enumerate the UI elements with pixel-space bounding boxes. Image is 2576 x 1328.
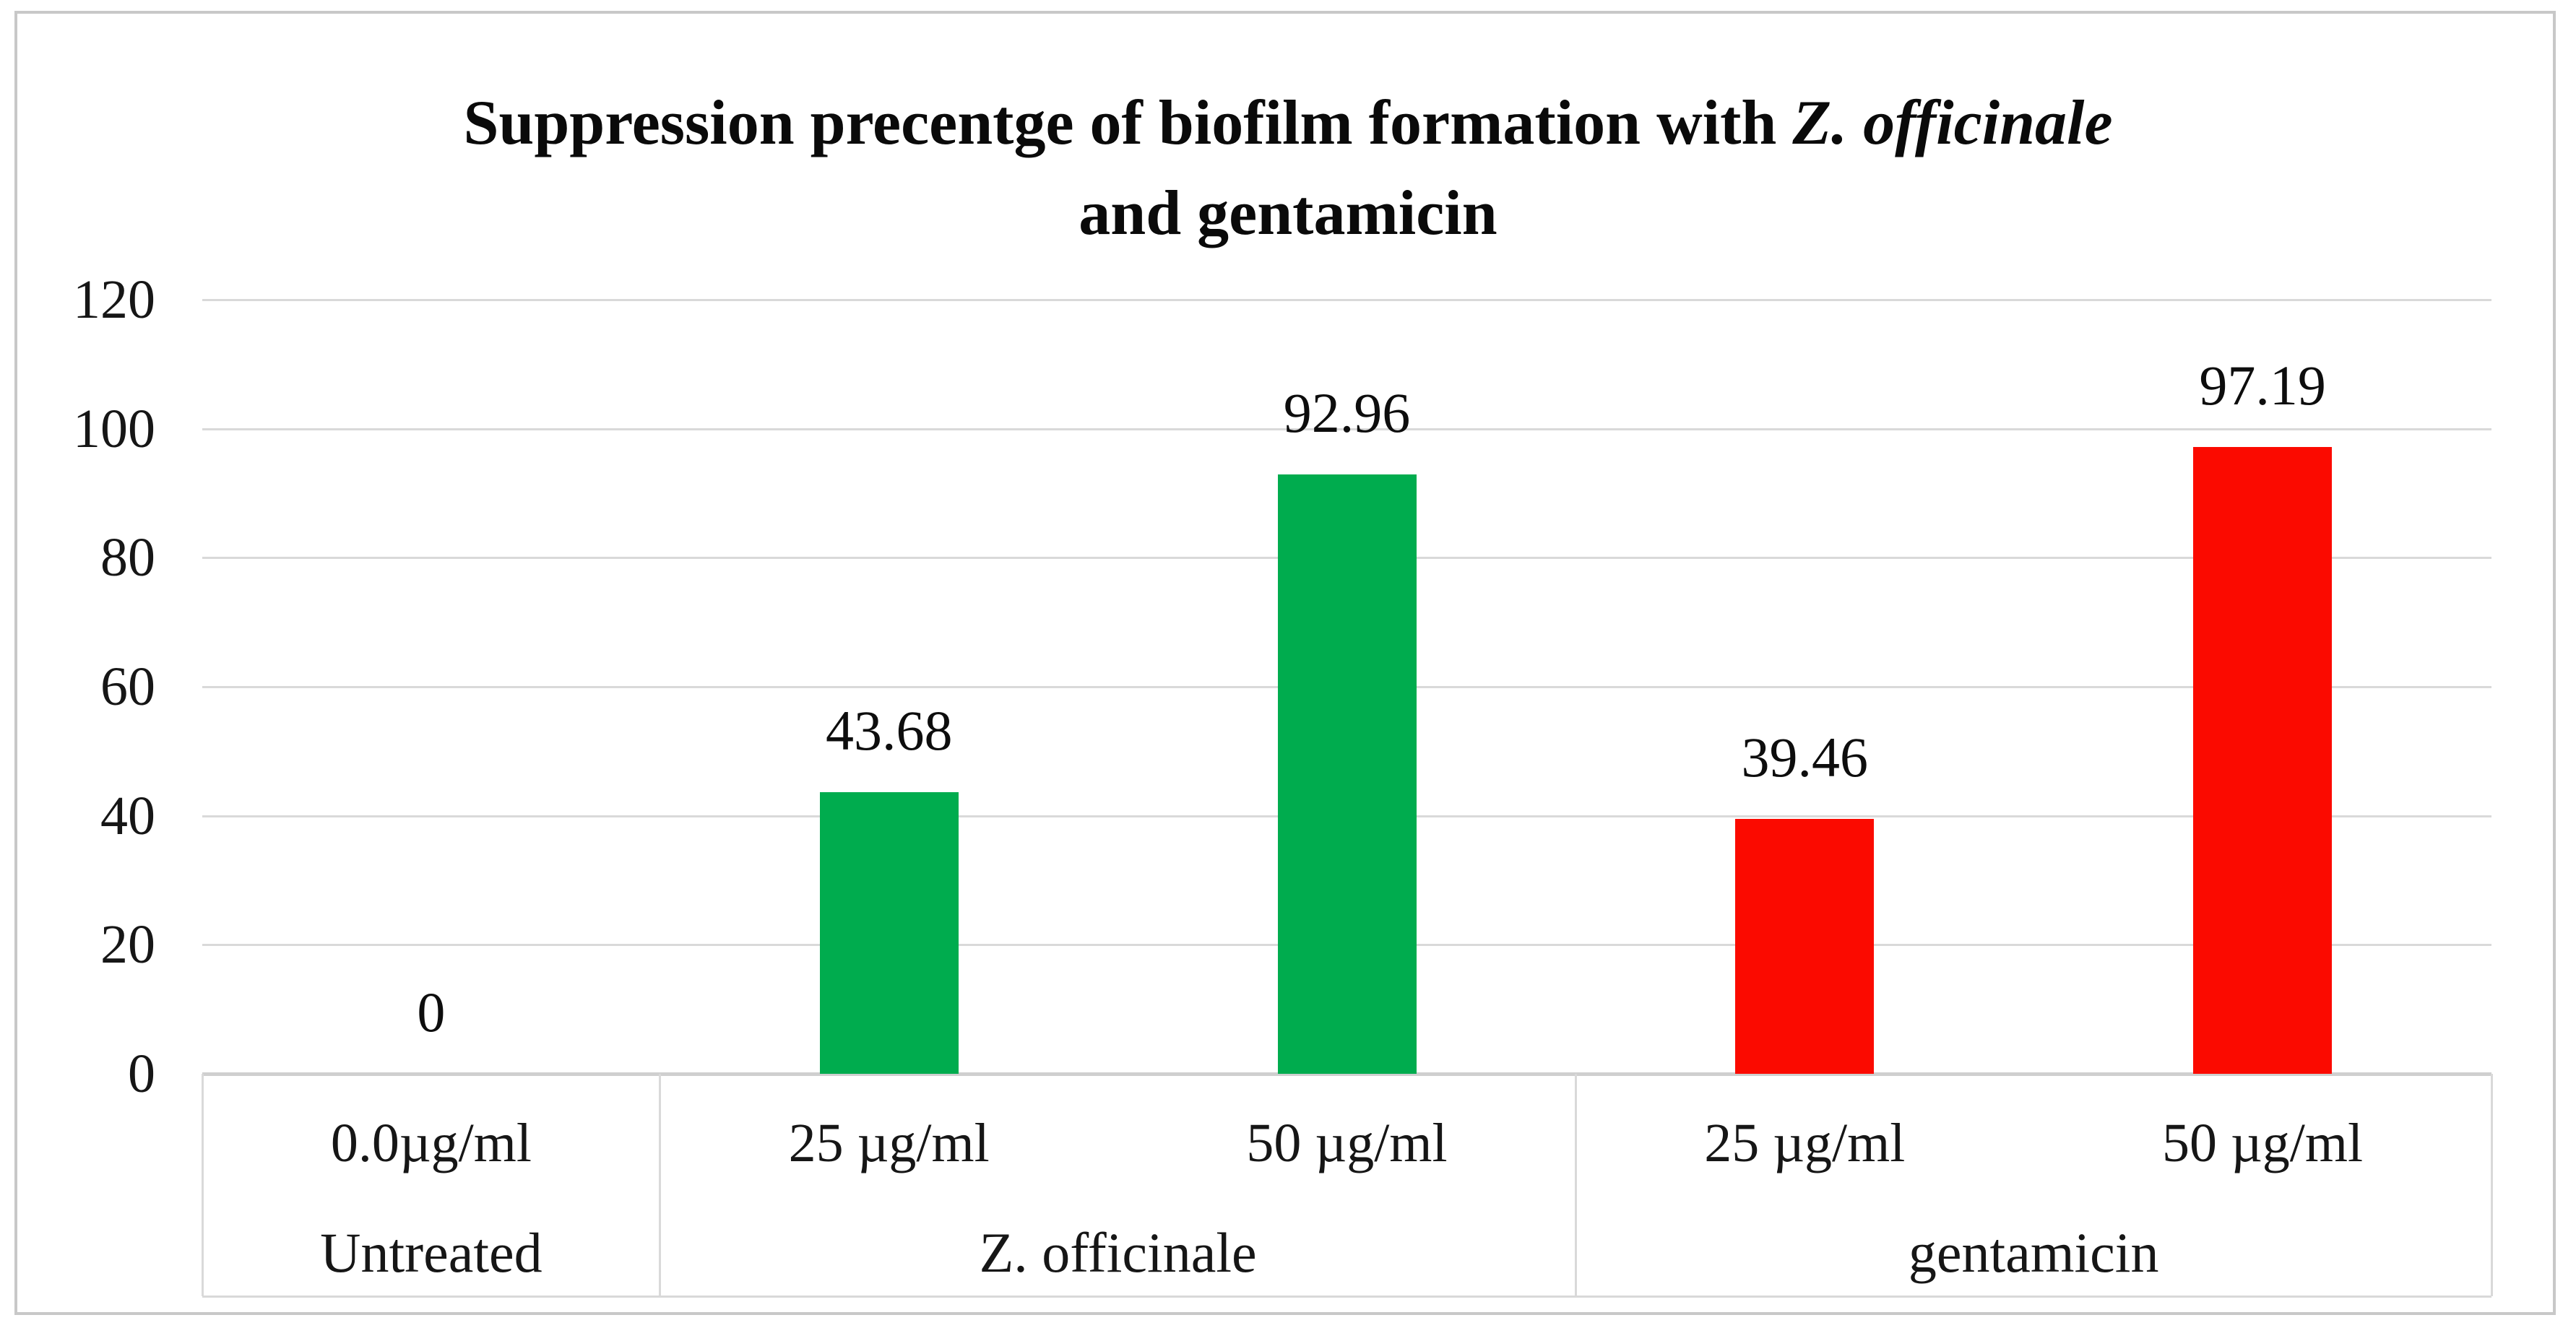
gridline-100 — [202, 428, 2491, 430]
bar-value-label: 39.46 — [1741, 726, 1869, 789]
x-axis-dose-label: 50 µg/ml — [2162, 1113, 2364, 1173]
chart-title: Suppression precentge of biofilm formati… — [0, 78, 2576, 259]
x-axis-line — [202, 1072, 2491, 1076]
bar-Z-officinale-50-g-ml — [1277, 474, 1417, 1074]
bar-Z-officinale-25-g-ml — [819, 791, 959, 1074]
y-axis-tick-0: 0 — [128, 1043, 155, 1104]
category-divider — [2490, 1074, 2493, 1296]
bar-value-label: 92.96 — [1283, 381, 1411, 444]
bar-value-label: 97.19 — [2199, 353, 2326, 417]
y-axis-tick-120: 120 — [73, 269, 155, 330]
x-axis-dose-label: 0.0µg/ml — [330, 1113, 532, 1173]
chart-title-line1: Suppression precentge of biofilm formati… — [0, 78, 2576, 168]
x-axis-dose-label: 25 µg/ml — [788, 1113, 990, 1173]
category-divider — [659, 1074, 662, 1296]
bar-gentamicin-25-g-ml — [1735, 819, 1875, 1074]
x-axis-dose-label: 25 µg/ml — [1704, 1113, 1906, 1173]
bar-value-label: 0 — [417, 981, 446, 1043]
category-area-bottom-border — [202, 1296, 2491, 1298]
category-divider — [201, 1074, 204, 1296]
chart-title-text: Suppression precentge of biofilm formati… — [463, 88, 1793, 158]
x-axis-group-label-Z-officinale: Z. officinale — [979, 1221, 1257, 1284]
y-axis-tick-40: 40 — [100, 785, 155, 846]
x-axis-group-label-Untreated: Untreated — [320, 1221, 543, 1284]
bar-value-label: 43.68 — [825, 698, 953, 762]
x-axis-dose-label: 50 µg/ml — [1246, 1113, 1448, 1173]
y-axis-tick-60: 60 — [100, 656, 155, 717]
x-axis-group-label-gentamicin: gentamicin — [1908, 1221, 2159, 1284]
gridline-120 — [202, 299, 2491, 301]
category-divider — [1574, 1074, 1577, 1296]
chart-title-line2: and gentamicin — [1079, 178, 1497, 248]
y-axis-tick-100: 100 — [73, 398, 155, 459]
chart-title-species-italic: Z. officinale — [1792, 88, 2113, 158]
bar-gentamicin-50-g-ml — [2193, 446, 2333, 1074]
y-axis-tick-80: 80 — [100, 527, 155, 589]
y-axis-tick-20: 20 — [100, 914, 155, 976]
